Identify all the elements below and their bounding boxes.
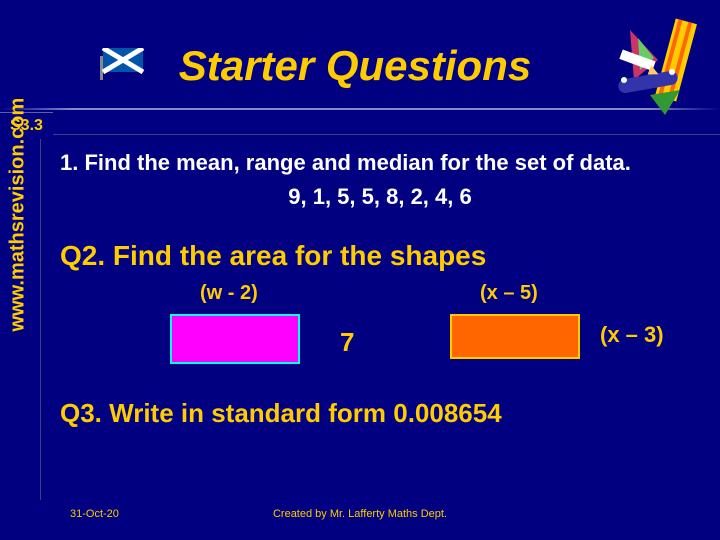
shape1-side-label: 7 xyxy=(340,327,354,358)
content-area: 1. Find the mean, range and median for t… xyxy=(60,150,700,429)
shape1-rect xyxy=(170,314,300,364)
title-text: Starter Questions xyxy=(179,42,531,89)
q3-prompt: Q3. Write in standard form 0.008654 xyxy=(60,398,700,429)
divider-vertical xyxy=(40,134,41,500)
corner-art-icon xyxy=(610,10,710,120)
q1-prompt: 1. Find the mean, range and median for t… xyxy=(60,150,700,176)
shape1-top-label: (w - 2) xyxy=(200,282,258,305)
q1-data: 9, 1, 5, 5, 8, 2, 4, 6 xyxy=(60,184,700,210)
footer-credit: Created by Mr. Lafferty Maths Dept. xyxy=(0,508,720,520)
shapes-row: (w - 2) 7 (x – 5) (x – 3) xyxy=(60,282,700,392)
q2-prompt: Q2. Find the area for the shapes xyxy=(60,240,700,272)
sidebar-url: www.mathsrevision.com xyxy=(7,98,30,332)
shape2-side-label: (x – 3) xyxy=(600,322,664,348)
shape2-top-label: (x – 5) xyxy=(480,282,538,305)
divider-under-badge xyxy=(40,134,720,135)
slide-title: Starter Questions xyxy=(100,42,610,90)
shape2-rect xyxy=(450,314,580,359)
